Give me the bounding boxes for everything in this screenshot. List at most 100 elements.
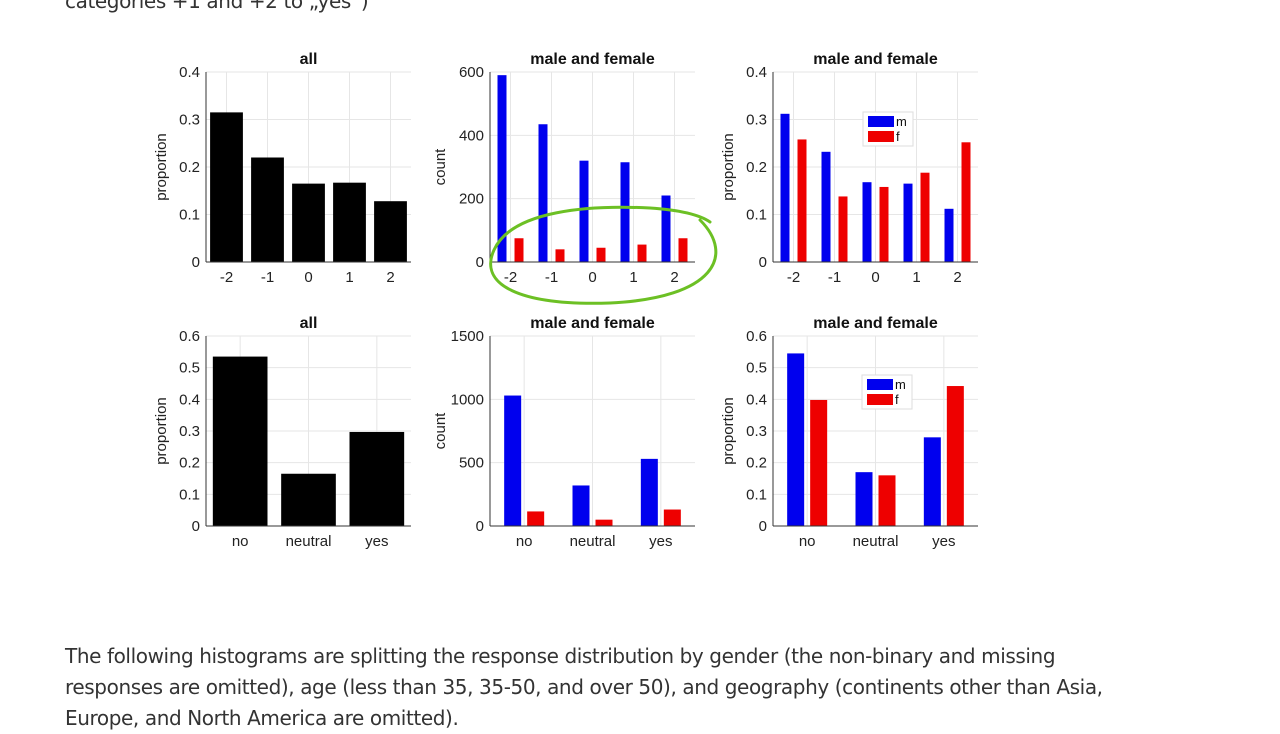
bar-m--2 bbox=[780, 113, 790, 262]
bar-m-neutral bbox=[572, 485, 590, 526]
bar-m-neutral bbox=[855, 472, 873, 526]
bar-m--1 bbox=[538, 124, 548, 262]
y-tick-label: 400 bbox=[459, 127, 484, 144]
bar-m-2 bbox=[944, 208, 954, 262]
bar-f--2 bbox=[797, 139, 807, 262]
chart-c1: 0 0.1 0.2 0.3 0.4 -2 -1 0 1 2 all proportion bbox=[153, 51, 411, 286]
y-tick-label: 500 bbox=[459, 455, 484, 472]
chart-c4: 0 0.1 0.2 0.3 0.4 0.5 0.6 no neutral yes all propor… bbox=[153, 315, 411, 550]
bar-m-yes bbox=[640, 458, 658, 526]
chart-title: male and female bbox=[813, 51, 938, 68]
y-axis-label: proportion bbox=[153, 397, 170, 465]
x-tick-label: 2 bbox=[670, 269, 678, 286]
x-tick-label: 1 bbox=[629, 269, 637, 286]
legend-label-f: f bbox=[896, 129, 900, 144]
x-tick-label: no bbox=[799, 533, 816, 550]
bar-m--2 bbox=[497, 75, 507, 263]
y-axis-label: proportion bbox=[720, 133, 737, 201]
chart-c2: 0 200 400 600 -2 -1 0 1 2 male and female count bbox=[432, 51, 695, 286]
bar-all--2 bbox=[210, 112, 243, 262]
x-tick-label: 2 bbox=[953, 269, 961, 286]
x-tick-label: yes bbox=[649, 533, 672, 550]
bar-f--1 bbox=[555, 249, 565, 262]
bar-m-2 bbox=[661, 195, 671, 262]
chart-c6: 0 0.1 0.2 0.3 0.4 0.5 0.6 no neutral yes male and … bbox=[720, 315, 978, 550]
chart-title: male and female bbox=[530, 51, 655, 68]
x-tick-label: -2 bbox=[787, 269, 800, 286]
highlight-circle-annotation bbox=[489, 205, 718, 305]
y-tick-label: 0.2 bbox=[746, 159, 767, 176]
bar-all-1 bbox=[333, 182, 366, 262]
x-tick-label: 2 bbox=[386, 269, 394, 286]
y-tick-label: 0.2 bbox=[746, 455, 767, 472]
chart-c3: 0 0.1 0.2 0.3 0.4 -2 -1 0 1 2 male and female propo… bbox=[720, 51, 978, 286]
bar-f-1 bbox=[920, 172, 930, 262]
bar-all-yes bbox=[349, 431, 405, 526]
bar-m--1 bbox=[821, 151, 831, 262]
chart-title: all bbox=[300, 315, 318, 332]
x-tick-label: 0 bbox=[588, 269, 596, 286]
x-tick-label: neutral bbox=[286, 533, 332, 550]
paragraph-line-2: responses are omitted), age (less than 3… bbox=[65, 675, 1103, 699]
y-tick-label: 0.4 bbox=[746, 64, 767, 81]
y-tick-label: 0.1 bbox=[179, 486, 200, 503]
bar-m-0 bbox=[579, 160, 589, 262]
x-tick-label: -1 bbox=[545, 269, 558, 286]
chart-layer: 00.10.20.30.4-2 -1 0 1 2allproportion0200400… bbox=[153, 51, 978, 550]
legend-label-f: f bbox=[895, 392, 899, 407]
y-tick-label: 0.4 bbox=[179, 64, 200, 81]
x-tick-label: yes bbox=[365, 533, 388, 550]
y-tick-label: 0 bbox=[192, 254, 200, 271]
y-tick-label: 0.3 bbox=[179, 112, 200, 129]
y-tick-label: 0.3 bbox=[746, 423, 767, 440]
bar-m-1 bbox=[620, 162, 630, 262]
y-tick-label: 0.4 bbox=[746, 391, 767, 408]
legend-label-m: m bbox=[896, 114, 907, 129]
y-tick-label: 0.1 bbox=[179, 207, 200, 224]
y-tick-label: 0.6 bbox=[179, 328, 200, 345]
y-tick-label: 0.1 bbox=[746, 486, 767, 503]
x-tick-label: 0 bbox=[304, 269, 312, 286]
y-tick-label: 0.3 bbox=[179, 423, 200, 440]
y-axis-label: count bbox=[432, 412, 449, 450]
bar-f-no bbox=[810, 399, 828, 526]
chart-c5: 0 500 1000 1500 no neutral yes male and female c… bbox=[432, 315, 695, 550]
bar-f-2 bbox=[678, 238, 688, 262]
bar-f-1 bbox=[637, 244, 647, 262]
y-tick-label: 0.2 bbox=[179, 159, 200, 176]
y-tick-label: 200 bbox=[459, 191, 484, 208]
y-tick-label: 1500 bbox=[451, 328, 484, 345]
bar-all--1 bbox=[251, 157, 284, 262]
chart-title: male and female bbox=[813, 315, 938, 332]
x-tick-label: neutral bbox=[853, 533, 899, 550]
x-tick-label: neutral bbox=[570, 533, 616, 550]
y-tick-label: 0.2 bbox=[179, 455, 200, 472]
y-axis-label: proportion bbox=[153, 133, 170, 201]
x-tick-label: yes bbox=[932, 533, 955, 550]
bar-f-0 bbox=[879, 186, 889, 262]
y-axis-label: proportion bbox=[720, 397, 737, 465]
y-tick-label: 0.3 bbox=[746, 112, 767, 129]
bar-f--1 bbox=[838, 196, 848, 262]
bar-f-2 bbox=[961, 142, 971, 262]
y-tick-label: 0.4 bbox=[179, 391, 200, 408]
y-tick-label: 0 bbox=[476, 518, 484, 535]
bar-all-0 bbox=[292, 183, 325, 262]
chart-title: all bbox=[300, 51, 318, 68]
partial-text-line-top: categories +1 and +2 to „yes”) bbox=[65, 0, 369, 13]
x-tick-label: -1 bbox=[261, 269, 274, 286]
x-tick-label: 0 bbox=[871, 269, 879, 286]
legend-label-m: m bbox=[895, 377, 906, 392]
x-tick-label: -1 bbox=[828, 269, 841, 286]
legend-swatch-f bbox=[868, 131, 894, 142]
y-tick-label: 0.5 bbox=[746, 360, 767, 377]
chart-title: male and female bbox=[530, 315, 655, 332]
bar-all-2 bbox=[374, 201, 407, 262]
bar-m-1 bbox=[903, 183, 913, 262]
bar-all-no bbox=[212, 356, 268, 526]
bar-f-0 bbox=[596, 247, 606, 262]
histogram-figure: 00.10.20.30.4-2 -1 0 1 2allproportion0200400… bbox=[153, 51, 978, 550]
bar-f-neutral bbox=[595, 519, 613, 526]
y-tick-label: 0.5 bbox=[179, 360, 200, 377]
bar-m-yes bbox=[923, 437, 941, 526]
